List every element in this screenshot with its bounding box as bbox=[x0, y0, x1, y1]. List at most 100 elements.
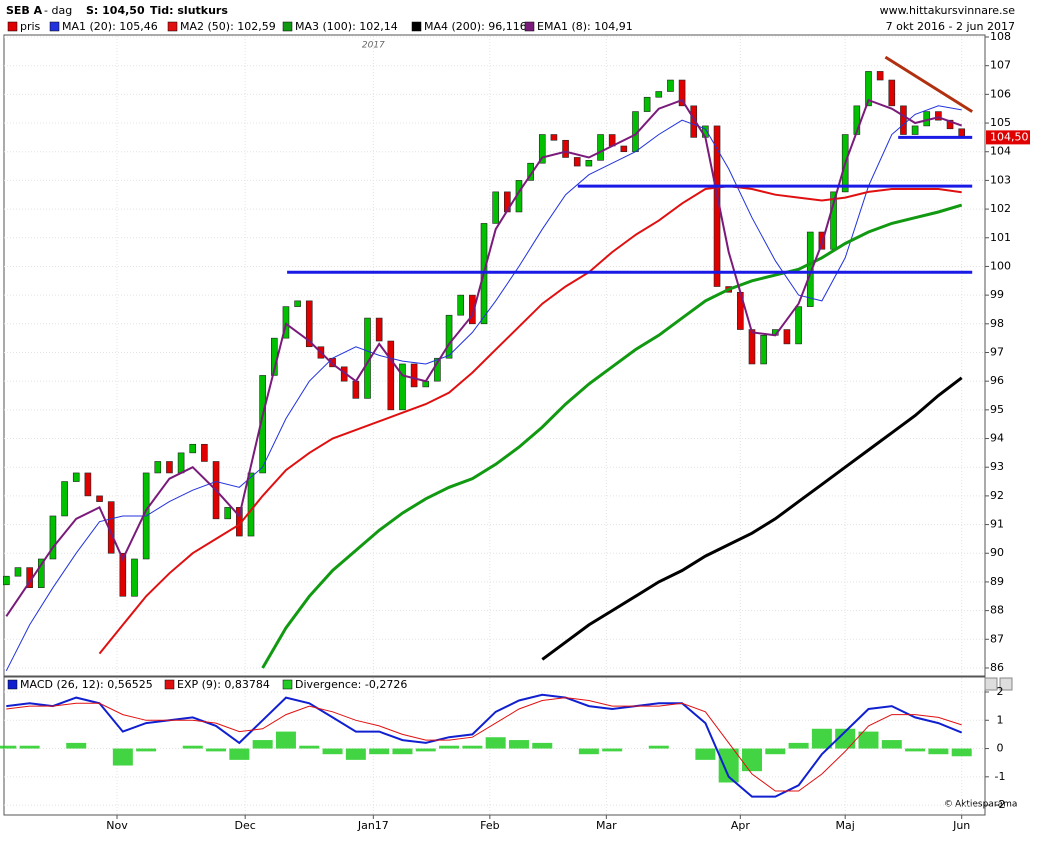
period: - dag bbox=[44, 4, 72, 17]
candle-body bbox=[492, 191, 499, 224]
legend-label: EXP (9): 0,83784 bbox=[177, 678, 270, 691]
candle-body bbox=[935, 111, 942, 121]
candle-body bbox=[946, 119, 954, 130]
divergence-bar bbox=[462, 745, 483, 749]
candle-body bbox=[305, 300, 313, 348]
divergence-bar bbox=[718, 748, 739, 783]
legend-label: pris bbox=[20, 20, 41, 33]
y-tick-label: 107 bbox=[990, 59, 1011, 72]
y-tick-label: 93 bbox=[990, 460, 1004, 473]
x-tick-label: Dec bbox=[235, 819, 256, 832]
y-tick-label: 102 bbox=[990, 202, 1011, 215]
legend-swatch bbox=[282, 679, 293, 690]
candle-body bbox=[911, 125, 919, 135]
legend-label: Divergence: -0,2726 bbox=[295, 678, 407, 691]
y-tick-label: 97 bbox=[990, 345, 1004, 358]
legend-swatch bbox=[49, 21, 60, 32]
divergence-bar bbox=[19, 745, 40, 749]
trend-line bbox=[884, 55, 973, 113]
candle-body bbox=[888, 79, 896, 107]
divergence-bar bbox=[322, 748, 343, 755]
candle-body bbox=[562, 139, 569, 158]
settings-icon[interactable] bbox=[999, 677, 1013, 691]
legend-swatch bbox=[7, 679, 18, 690]
candle-body bbox=[678, 79, 686, 107]
y-tick-label: 91 bbox=[990, 518, 1004, 531]
divergence-bar bbox=[928, 748, 949, 755]
candle-body bbox=[434, 357, 441, 382]
divergence-bar bbox=[602, 748, 623, 752]
legend-label: EMA1 (8): 104,91 bbox=[537, 20, 633, 33]
candle-body bbox=[166, 461, 173, 474]
candle-body bbox=[14, 567, 22, 577]
y-tick-label: 95 bbox=[990, 403, 1004, 416]
legend-label: MA3 (100): 102,14 bbox=[295, 20, 398, 33]
divergence-bar bbox=[485, 737, 506, 749]
x-tick-label: Mar bbox=[596, 819, 617, 832]
candle-body bbox=[201, 443, 208, 462]
y-tick-label: 94 bbox=[990, 432, 1004, 445]
candle-body bbox=[177, 452, 185, 474]
y-tick-label: 99 bbox=[990, 288, 1004, 301]
candle-body bbox=[399, 363, 406, 411]
divergence-bar bbox=[415, 748, 436, 752]
y-tick-label: 108 bbox=[990, 30, 1011, 43]
candle-body bbox=[573, 157, 581, 167]
y-tick-label: 1 bbox=[997, 713, 1004, 726]
y-tick-label: 2 bbox=[997, 685, 1004, 698]
footer: Aktiesparama bbox=[955, 800, 1017, 810]
y-tick-label: 100 bbox=[990, 259, 1011, 272]
divergence-bar bbox=[695, 748, 716, 760]
candle-body bbox=[247, 472, 255, 537]
divergence-bar bbox=[578, 748, 599, 755]
candle-body bbox=[3, 575, 10, 586]
date-range: 7 okt 2016 - 2 jun 2017 bbox=[886, 20, 1015, 33]
candle-body bbox=[84, 472, 92, 497]
candle-body bbox=[585, 160, 593, 167]
divergence-bar bbox=[788, 742, 809, 749]
divergence-bar bbox=[112, 748, 133, 766]
y-tick-label: 98 bbox=[990, 317, 1004, 330]
candle-body bbox=[61, 481, 68, 517]
main-frame bbox=[3, 34, 986, 677]
divergence-bar bbox=[508, 740, 529, 749]
candle-body bbox=[131, 558, 138, 597]
candle-body bbox=[667, 79, 674, 92]
divergence-bar bbox=[905, 748, 926, 752]
legend-swatch bbox=[7, 21, 18, 32]
legend-swatch bbox=[282, 21, 293, 32]
legend-label: MA4 (200): 96,116 bbox=[424, 20, 527, 33]
legend-label: MA1 (20): 105,46 bbox=[62, 20, 158, 33]
y-tick-label: 89 bbox=[990, 575, 1004, 588]
x-tick-label: Jun bbox=[952, 819, 970, 832]
candle-body bbox=[795, 306, 802, 345]
y-tick-label: 90 bbox=[990, 546, 1004, 559]
candle-body bbox=[538, 134, 546, 164]
legend-swatch bbox=[164, 679, 175, 690]
divergence-bar bbox=[229, 748, 250, 760]
candle-body bbox=[748, 329, 756, 365]
divergence-bar bbox=[369, 748, 390, 755]
y-tick-label: 103 bbox=[990, 173, 1011, 186]
zoom-icon[interactable] bbox=[984, 677, 998, 691]
source: www.hittakursvinnare.se bbox=[880, 4, 1016, 17]
divergence-bar bbox=[136, 748, 157, 752]
candle-body bbox=[655, 91, 663, 98]
y-tick-label: 106 bbox=[990, 87, 1011, 100]
candle-body bbox=[597, 134, 604, 161]
candle-body bbox=[352, 380, 360, 399]
candle-body bbox=[410, 363, 418, 388]
candle-body bbox=[294, 300, 301, 307]
y-tick-label: 87 bbox=[990, 632, 1004, 645]
candle-body bbox=[49, 515, 57, 560]
legend-swatch bbox=[167, 21, 178, 32]
ma-line bbox=[98, 185, 962, 655]
candle-body bbox=[387, 340, 395, 411]
legend-label: MA2 (50): 102,59 bbox=[180, 20, 276, 33]
divergence-bar bbox=[765, 748, 786, 755]
divergence-bar bbox=[532, 742, 553, 749]
divergence-bar bbox=[252, 740, 273, 749]
y-tick-label: 105 bbox=[990, 116, 1011, 129]
last-price-tag bbox=[986, 130, 1030, 145]
